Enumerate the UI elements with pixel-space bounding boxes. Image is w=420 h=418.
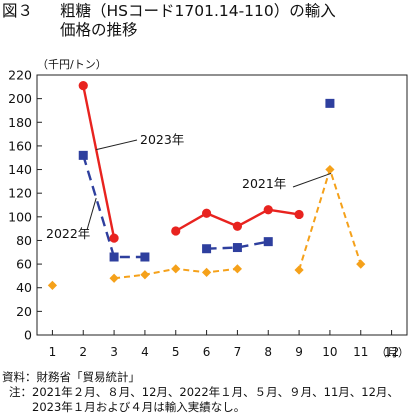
x-tick-label: 6 — [203, 345, 211, 359]
point-2021 — [171, 264, 181, 274]
footnote-line1: 2021年２月、８月、12月、2022年１月、５月、９月、11月、12月、 — [32, 385, 399, 399]
y-tick-label: 60 — [16, 257, 32, 272]
point-2022 — [202, 244, 212, 254]
point-2021 — [201, 267, 212, 277]
point-2023 — [201, 208, 212, 218]
x-axis-unit-label: （月） — [376, 346, 409, 359]
point-2023 — [171, 226, 181, 236]
y-tick-label: 20 — [16, 304, 32, 319]
x-tick-label: 12 — [384, 345, 399, 359]
y-axis-unit-label: （千円/トン） — [37, 58, 107, 71]
footnote-label: 注： — [9, 385, 32, 399]
figure-title-line2: 価格の推移 — [60, 21, 138, 39]
point-2022 — [232, 243, 242, 253]
x-tick-label: 8 — [264, 345, 272, 359]
point-2021 — [47, 280, 58, 290]
x-tick-label: 5 — [172, 345, 180, 359]
x-tick-label: 11 — [353, 345, 368, 359]
point-2023 — [263, 205, 273, 215]
footnote: 注：2021年２月、８月、12月、2022年１月、５月、９月、11月、12月、 … — [2, 385, 399, 415]
series-leader-2022 — [86, 197, 97, 231]
y-tick-label: 180 — [8, 115, 32, 130]
figure-label: 図３ — [2, 2, 34, 20]
x-tick-label: 10 — [322, 345, 337, 359]
x-tick-label: 4 — [141, 345, 149, 359]
y-tick-label: 40 — [16, 280, 32, 295]
point-2021 — [325, 164, 335, 175]
point-2022 — [109, 252, 119, 262]
point-2022 — [263, 237, 273, 247]
point-2021 — [294, 265, 304, 275]
y-tick-label: 160 — [8, 138, 32, 153]
point-2023 — [109, 233, 119, 243]
x-tick-label: 3 — [110, 345, 118, 359]
point-2021 — [356, 259, 366, 269]
plot-frame — [36, 74, 408, 336]
point-2023 — [78, 81, 88, 91]
point-2021 — [232, 264, 243, 274]
y-tick-label: 140 — [8, 162, 32, 177]
x-tick-label: 7 — [234, 345, 242, 359]
point-2022 — [78, 150, 88, 160]
series-line-2022 — [206, 240, 269, 250]
x-tick-label: 2 — [79, 345, 87, 359]
series-line-2022 — [82, 155, 145, 259]
series-label-2021: 2021年 — [242, 176, 286, 191]
y-tick-label: 120 — [8, 186, 32, 201]
series-leader-2023 — [96, 139, 138, 151]
point-2023 — [294, 209, 304, 220]
series-label-2023: 2023年 — [140, 132, 184, 147]
y-tick-label: 200 — [8, 91, 32, 106]
point-2023 — [232, 221, 243, 231]
y-tick-label: 220 — [8, 68, 32, 83]
point-2022 — [325, 98, 335, 108]
series-label-2022: 2022年 — [46, 226, 90, 241]
point-2021 — [140, 270, 150, 280]
source-note: 資料：財務省「貿易統計」 — [2, 370, 140, 384]
y-tick-label: 0 — [24, 328, 32, 343]
x-tick-label: 9 — [295, 345, 303, 359]
point-2022 — [140, 252, 150, 262]
footnote-line2: 2023年１月および４月は輸入実績なし。 — [32, 400, 246, 414]
figure-title-line1: 粗糖（HSコード1701.14-110）の輸入 — [60, 2, 336, 20]
series-leader-2021 — [292, 172, 332, 188]
series-line-2021 — [298, 168, 362, 271]
x-tick-label: 1 — [49, 345, 57, 359]
series-line-2023 — [82, 85, 116, 239]
point-2021 — [109, 273, 119, 283]
y-tick-label: 100 — [8, 209, 32, 224]
y-tick-label: 80 — [16, 233, 32, 248]
figure-title: 図３ 粗糖（HSコード1701.14-110）の輸入 価格の推移 — [2, 2, 418, 40]
